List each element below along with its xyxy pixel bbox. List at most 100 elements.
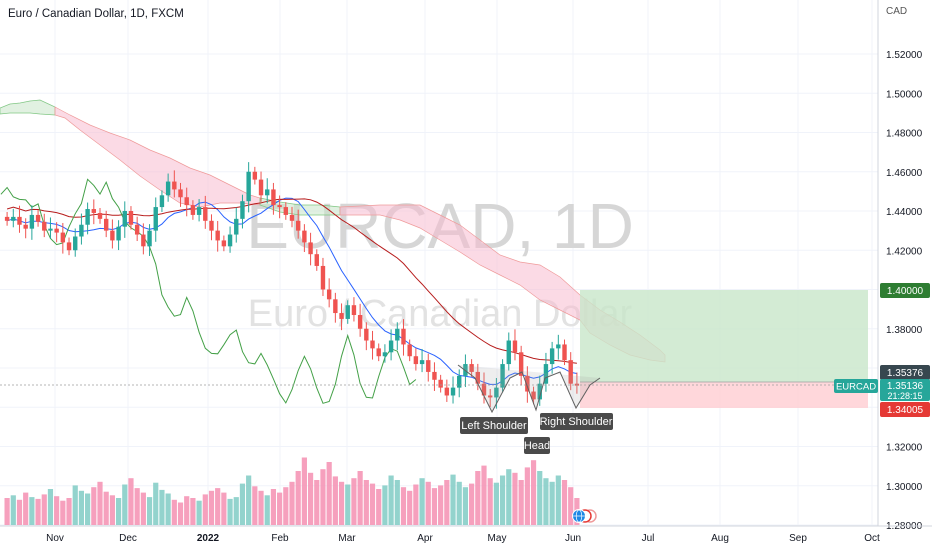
volume-bar <box>469 483 475 525</box>
volume-bar <box>215 488 221 525</box>
volume-bar <box>332 476 338 525</box>
last-price-badge[interactable]: 1.35376 <box>880 365 930 380</box>
candle-body <box>556 344 561 349</box>
candle-body <box>128 211 134 225</box>
candle-body <box>258 179 264 196</box>
plot-area[interactable] <box>0 0 878 526</box>
right-shoulder-label[interactable]: Right Shoulder <box>540 413 613 430</box>
loss-zone[interactable] <box>580 382 868 408</box>
volume-bar <box>388 475 394 525</box>
candle-body <box>376 348 381 357</box>
volume-bar <box>190 498 196 525</box>
candle-body <box>568 360 573 384</box>
candle-body <box>487 395 493 398</box>
volume-bar <box>115 498 122 525</box>
candle-body <box>289 214 295 221</box>
candle-body <box>17 216 22 225</box>
volume-bar <box>159 489 165 525</box>
volume-bar <box>122 484 128 525</box>
current-price-badge[interactable]: 1.35136 21:28:15 <box>880 379 930 401</box>
price-tick-label: 1.44000 <box>886 207 923 218</box>
volume-bar <box>363 480 369 525</box>
profit-zone[interactable] <box>580 290 868 382</box>
candle-body <box>370 340 375 349</box>
volume-bar <box>320 469 326 525</box>
candle-body <box>42 221 47 231</box>
candle-body <box>277 205 282 208</box>
target-value: 1.40000 <box>887 286 924 297</box>
candle-body <box>395 328 400 341</box>
candle-body <box>196 207 202 215</box>
candle-body <box>326 289 332 300</box>
candle-body <box>339 313 344 319</box>
volume-bar <box>35 498 41 525</box>
candle-body <box>432 371 437 380</box>
price-tick-label: 1.38000 <box>886 325 923 336</box>
time-tick-label: Mar <box>338 533 356 544</box>
candle-body <box>4 216 10 221</box>
target-badge[interactable]: 1.40000 <box>880 283 930 298</box>
candle-body <box>91 209 97 213</box>
candle-body <box>357 315 363 329</box>
candle-body <box>73 236 78 251</box>
currency-label: CAD <box>886 6 907 17</box>
candle-body <box>190 205 196 215</box>
volume-bar <box>524 467 530 525</box>
volume-bar <box>233 497 239 525</box>
volume-bar <box>512 472 518 525</box>
volume-bar <box>475 471 481 525</box>
time-ticks: Nov Dec 2022 Feb Mar Apr May Jun Jul Aug Sep Oct <box>46 533 880 544</box>
time-tick-label: Dec <box>119 533 137 544</box>
candle-body <box>48 228 53 231</box>
candle-body <box>209 220 214 231</box>
head-shoulders-pattern[interactable] <box>457 364 601 414</box>
candle-body <box>444 387 450 396</box>
volume-bar <box>419 478 425 525</box>
time-tick-label: Apr <box>417 533 433 544</box>
volume-bar <box>208 490 215 525</box>
time-tick-label: Feb <box>271 533 289 544</box>
left-shoulder-label[interactable]: Left Shoulder <box>460 417 528 434</box>
volume-bar <box>10 495 16 525</box>
volume-bar <box>499 475 506 525</box>
stop-badge[interactable]: 1.34005 <box>880 402 930 417</box>
candle-body <box>320 265 326 290</box>
candle-body <box>110 230 115 241</box>
head-label[interactable]: Head <box>524 437 550 454</box>
candle-body <box>364 328 369 341</box>
volume-bar <box>481 465 487 525</box>
volume-bar <box>283 487 289 525</box>
time-tick-label: May <box>488 533 507 544</box>
price-axis[interactable] <box>878 0 932 550</box>
candle-body <box>54 228 59 233</box>
time-tick-label: Aug <box>711 533 729 544</box>
candle-body <box>159 195 165 208</box>
volume-bar <box>103 491 109 525</box>
candle-body <box>165 181 171 196</box>
symbol-badge[interactable]: EURCAD <box>834 379 878 393</box>
volume-bar <box>549 481 555 525</box>
volume-bar <box>196 500 202 525</box>
symbol-badge-text: EURCAD <box>836 382 876 393</box>
volume-bar <box>277 492 283 525</box>
volume-bar <box>246 475 252 525</box>
price-tick-label: 1.52000 <box>886 50 923 61</box>
volume-bar <box>29 497 35 525</box>
volume-bar <box>184 496 190 525</box>
volume-bar <box>202 494 208 525</box>
candle-body <box>85 209 90 225</box>
candle-body <box>234 218 239 235</box>
candle-body <box>246 171 251 202</box>
candle-body <box>184 197 189 206</box>
volume-bar <box>568 487 574 525</box>
volume-bar <box>438 485 444 525</box>
candle-body <box>525 375 530 392</box>
candle-body <box>333 299 338 314</box>
candle-body <box>345 305 350 319</box>
candle-body <box>265 189 270 196</box>
event-icons[interactable] <box>572 509 597 523</box>
volume-bar <box>54 496 60 525</box>
volume-bar <box>351 478 357 525</box>
volume-bar <box>456 481 462 525</box>
